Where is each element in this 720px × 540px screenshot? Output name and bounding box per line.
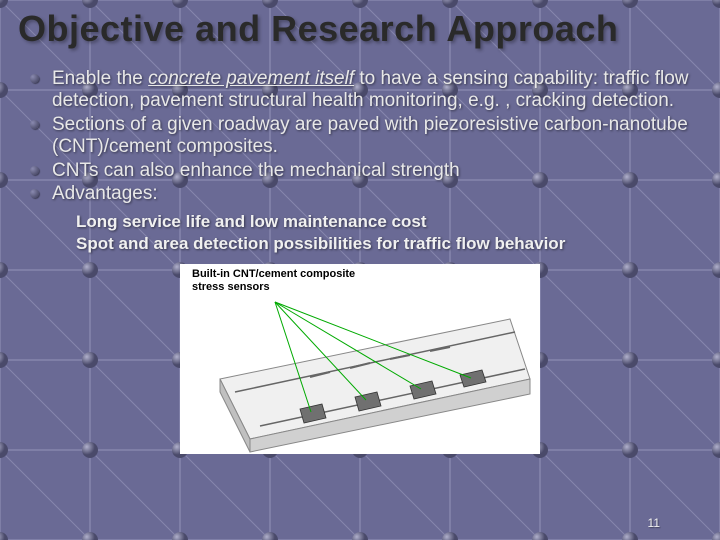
sub-bullets: Long service life and low maintenance co… <box>18 211 702 254</box>
sub-bullet-item: Long service life and low maintenance co… <box>76 211 702 232</box>
main-bullets: Enable the concrete pavement itself to h… <box>18 68 702 205</box>
page-number: 11 <box>648 516 660 530</box>
roadway-svg <box>180 264 540 454</box>
bullet-item: Enable the concrete pavement itself to h… <box>38 68 702 113</box>
slide-content: Objective and Research Approach Enable t… <box>0 0 720 454</box>
bullet-text-em: concrete pavement itself <box>148 68 354 89</box>
roadway-figure: Built-in CNT/cement composite stress sen… <box>180 264 540 454</box>
bullet-text: Sections of a given roadway are paved wi… <box>52 114 688 157</box>
bullet-item: CNTs can also enhance the mechanical str… <box>38 160 702 182</box>
sub-bullet-item: Spot and area detection possibilities fo… <box>76 233 702 254</box>
bullet-text-pre: Enable the <box>52 68 148 89</box>
bullet-item: Advantages: <box>38 183 702 205</box>
bullet-item: Sections of a given roadway are paved wi… <box>38 114 702 159</box>
slide-title: Objective and Research Approach <box>18 8 702 50</box>
bullet-text: CNTs can also enhance the mechanical str… <box>52 160 460 181</box>
bullet-text: Advantages: <box>52 183 158 204</box>
